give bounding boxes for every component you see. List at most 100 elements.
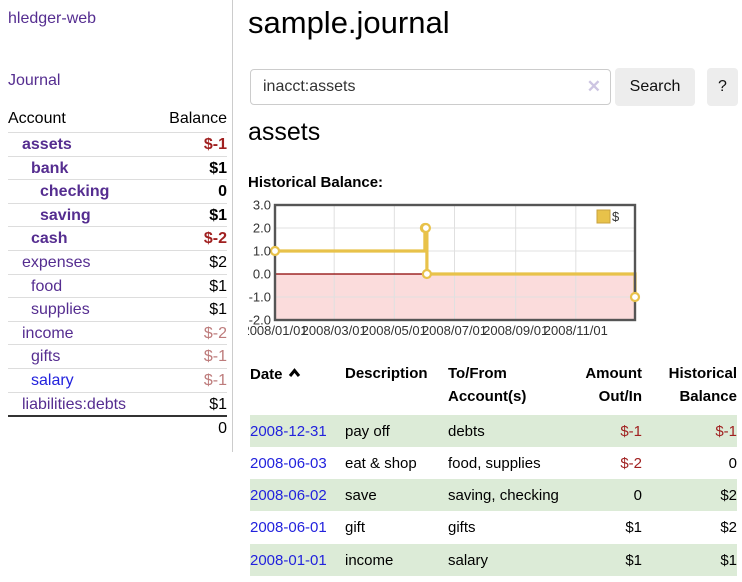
account-balance: $-1	[154, 344, 227, 369]
accounts-rows: assets $-1 bank $1 checking 0 saving $1 cash $-2 e…	[8, 132, 227, 417]
transaction-amount: $1	[625, 519, 642, 537]
transaction-balance: $-1	[715, 422, 737, 440]
account-row: food $1	[8, 273, 227, 298]
transaction-row[interactable]: 2008-12-31 pay off debts $-1 $-1	[250, 414, 737, 447]
transaction-row[interactable]: 2008-06-02 save saving, checking 0 $2	[250, 479, 737, 512]
account-link-expenses[interactable]: expenses	[22, 253, 91, 271]
account-link-assets[interactable]: assets	[22, 136, 72, 153]
account-row: cash $-2	[8, 226, 227, 251]
account-balance: $1	[154, 273, 227, 298]
account-link-liabilities-debts[interactable]: liabilities:debts	[22, 395, 127, 413]
legend-label: $	[612, 209, 620, 224]
accounts-column-header: To/From Account(s)	[448, 365, 527, 406]
transaction-accounts: food, supplies	[448, 454, 541, 472]
account-link-saving[interactable]: saving	[40, 206, 91, 224]
transaction-date-link[interactable]: 2008-06-02	[250, 487, 327, 504]
account-heading: assets	[248, 118, 321, 146]
transaction-accounts: salary	[448, 551, 489, 569]
y-axis-tick-label: 0.0	[253, 267, 271, 282]
transaction-description: eat & shop	[345, 454, 417, 472]
transaction-date-link[interactable]: 2008-01-01	[250, 551, 327, 569]
x-axis-tick-label: 2008/09/01	[483, 323, 548, 338]
account-row: supplies $1	[8, 297, 227, 322]
account-balance: $1	[154, 155, 227, 180]
app-brand: hledger-web	[8, 10, 227, 28]
search-input[interactable]	[250, 69, 611, 105]
account-balance: $-1	[154, 132, 227, 157]
x-axis-tick-label: 2008/11/01	[544, 323, 608, 338]
transaction-balance: $2	[720, 487, 737, 504]
hledger-web-link[interactable]: hledger-web	[8, 10, 97, 27]
account-link-gifts[interactable]: gifts	[31, 348, 61, 366]
transaction-date-link[interactable]: 2008-06-03	[250, 454, 327, 472]
account-link-income[interactable]: income	[22, 324, 74, 342]
sidebar: hledger-web Journal Account Balance asse…	[0, 0, 233, 452]
transaction-amount: $-1	[620, 422, 642, 440]
chart-title: Historical Balance:	[248, 174, 384, 191]
data-point-marker	[421, 268, 432, 280]
sort-ascending-icon	[288, 362, 301, 385]
transaction-row[interactable]: 2008-01-01 income salary $1 $1	[250, 543, 737, 576]
account-row: saving $1	[8, 202, 227, 227]
accounts-balance-table: Account Balance assets $-1 bank $1 checking 0…	[8, 107, 227, 440]
transaction-description: save	[345, 487, 377, 504]
account-row: income $-2	[8, 320, 227, 345]
historical-balance-chart: $3.0 2.0 1.0 0.0 -1.0 -2.02008/01/012008/03/0…	[248, 198, 641, 338]
register-header-row: Date Description To/From Account(s) Amou…	[250, 360, 737, 415]
register-table: Date Description To/From Account(s) Amou…	[250, 360, 737, 576]
plot-border	[273, 203, 637, 322]
sidebar-nav: Journal	[8, 72, 227, 90]
account-row: expenses $2	[8, 249, 227, 275]
account-row: assets $-1	[8, 132, 227, 157]
account-balance: $1	[154, 297, 227, 322]
register-rows: 2008-12-31 pay off debts $-1 $-1 2008-06-03 ea…	[250, 414, 737, 576]
account-link-bank[interactable]: bank	[31, 159, 69, 177]
transaction-description: pay off	[345, 422, 390, 440]
account-balance: $-1	[154, 367, 227, 393]
transaction-description: income	[345, 551, 394, 569]
account-row: checking 0	[8, 179, 227, 204]
account-balance: $-2	[154, 226, 227, 251]
x-axis-tick-label: 2008/05/01	[362, 323, 427, 338]
transaction-row[interactable]: 2008-06-03 eat & shop food, supplies $-2 0	[250, 447, 737, 479]
account-balance: $1	[154, 202, 227, 227]
description-column-header: Description	[345, 365, 428, 382]
transaction-balance: $2	[720, 519, 737, 537]
accounts-column-header: Account	[8, 110, 66, 127]
transaction-date-link[interactable]: 2008-12-31	[250, 422, 327, 440]
help-button[interactable]: ?	[707, 68, 738, 106]
account-link-supplies[interactable]: supplies	[31, 301, 90, 319]
transaction-accounts: debts	[448, 422, 485, 440]
data-point-marker	[629, 291, 641, 303]
amount-column-header: Amount Out/In	[585, 365, 642, 406]
page-title: sample.journal	[248, 5, 450, 40]
balance-column-header: Historical Balance	[668, 365, 737, 406]
account-row: liabilities:debts $1	[8, 391, 227, 417]
transaction-amount: $1	[625, 551, 642, 569]
account-link-food[interactable]: food	[31, 277, 63, 295]
y-axis-tick-label: 1.0	[253, 244, 271, 259]
accounts-total-row: 0	[8, 415, 227, 440]
account-link-salary[interactable]: salary	[31, 371, 74, 389]
balance-column-header: Balance	[169, 110, 227, 127]
account-link-checking[interactable]: checking	[40, 183, 110, 201]
data-point-marker	[420, 222, 432, 234]
search-bar: ✕ Search ?	[248, 68, 742, 108]
account-link-cash[interactable]: cash	[31, 230, 68, 248]
main-content: sample.journal ✕ Search ? assets Histori…	[248, 0, 742, 582]
x-axis-tick-label: 2008/03/01	[302, 323, 367, 338]
date-column-header[interactable]: Date	[250, 360, 345, 415]
transaction-balance: $1	[720, 551, 737, 569]
account-balance: 0	[154, 179, 227, 204]
transaction-date-link[interactable]: 2008-06-01	[250, 519, 327, 537]
transaction-balance: 0	[728, 454, 737, 472]
search-button[interactable]: Search	[615, 68, 695, 106]
x-axis-tick-label: 2008/01/01	[248, 323, 308, 338]
sidebar-item-journal[interactable]: Journal	[8, 72, 61, 89]
accounts-total-value: 0	[154, 415, 227, 440]
transaction-accounts: saving, checking	[448, 487, 559, 504]
clear-search-icon[interactable]: ✕	[586, 77, 601, 96]
y-axis-tick-label: -2.0	[249, 313, 271, 328]
account-balance: $1	[154, 391, 227, 417]
transaction-row[interactable]: 2008-06-01 gift gifts $1 $2	[250, 511, 737, 543]
